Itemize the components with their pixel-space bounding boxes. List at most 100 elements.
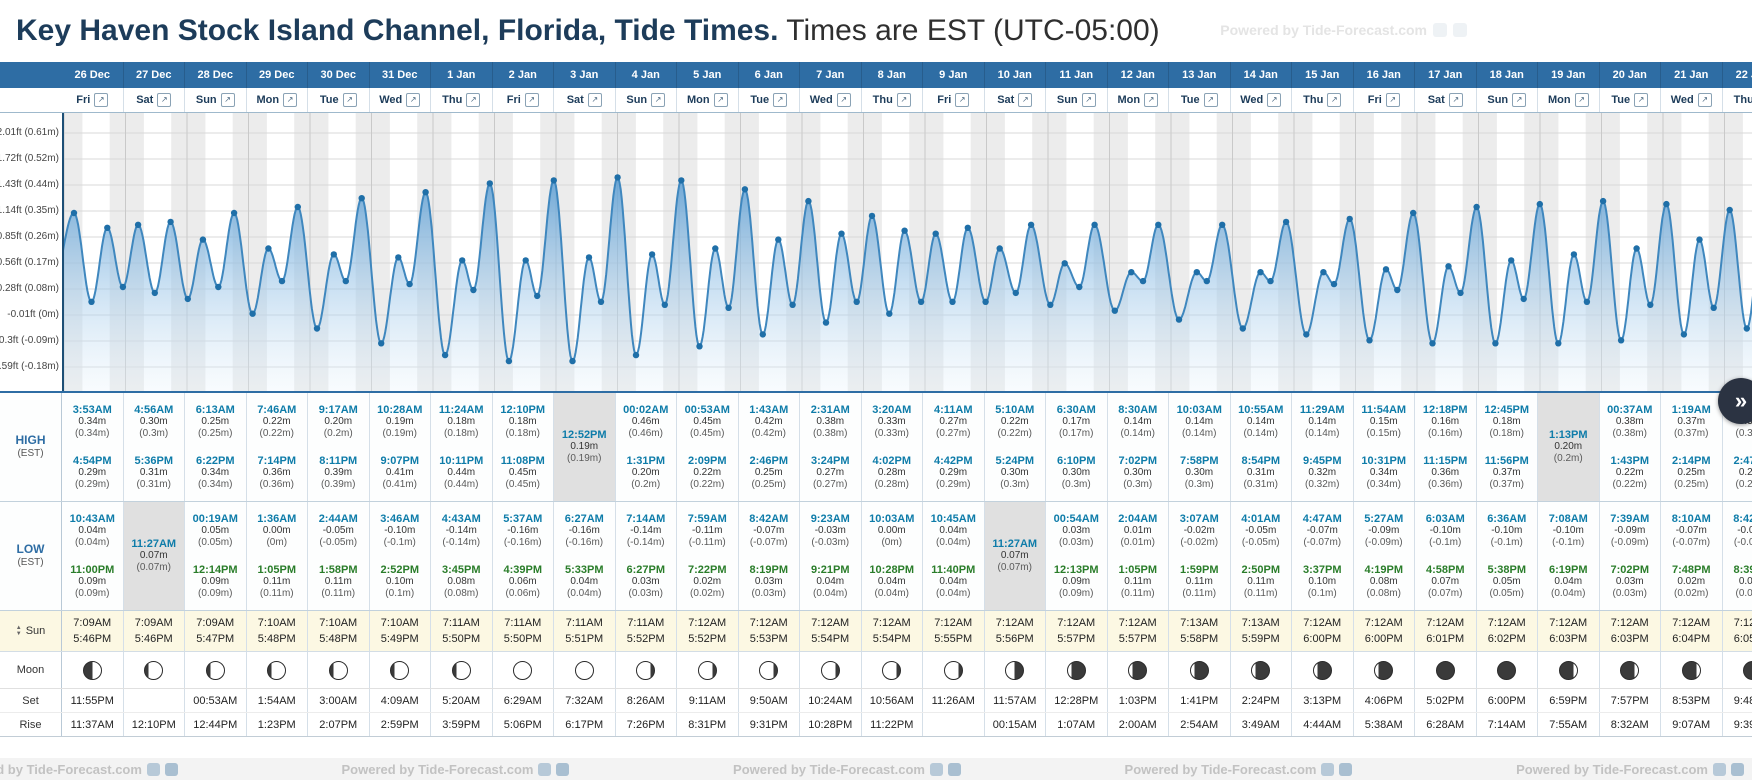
external-link-icon[interactable]: ↗ (773, 93, 788, 107)
date-header-20-jan[interactable]: 20 Jan (1600, 62, 1661, 88)
date-header-21-jan[interactable]: 21 Jan (1661, 62, 1723, 88)
external-link-icon[interactable]: ↗ (1203, 93, 1218, 107)
date-header-22-jan[interactable]: 22 Jan (1723, 62, 1752, 88)
external-link-icon[interactable]: ↗ (651, 93, 666, 107)
external-link-icon[interactable]: ↗ (1574, 93, 1589, 107)
external-link-icon[interactable]: ↗ (406, 93, 421, 107)
external-link-icon[interactable]: ↗ (1018, 93, 1033, 107)
day-link-20-jan[interactable]: Tue ↗ (1600, 88, 1661, 112)
external-link-icon[interactable]: ↗ (94, 93, 109, 107)
social-icon[interactable] (1731, 762, 1744, 776)
day-link-4-jan[interactable]: Sun ↗ (616, 88, 677, 112)
day-link-12-jan[interactable]: Mon ↗ (1108, 88, 1169, 112)
external-link-icon[interactable]: ↗ (466, 93, 481, 107)
date-header-9-jan[interactable]: 9 Jan (923, 62, 985, 88)
date-header-10-jan[interactable]: 10 Jan (985, 62, 1046, 88)
social-icon[interactable] (556, 762, 570, 776)
date-header-15-jan[interactable]: 15 Jan (1292, 62, 1354, 88)
date-header-30-dec[interactable]: 30 Dec (308, 62, 370, 88)
date-header-4-jan[interactable]: 4 Jan (616, 62, 677, 88)
date-header-27-dec[interactable]: 27 Dec (124, 62, 185, 88)
social-icon[interactable] (146, 762, 160, 776)
date-header-8-jan[interactable]: 8 Jan (862, 62, 923, 88)
external-link-icon[interactable]: ↗ (1448, 93, 1463, 107)
date-header-14-jan[interactable]: 14 Jan (1231, 62, 1292, 88)
day-link-14-jan[interactable]: Wed ↗ (1231, 88, 1292, 112)
external-link-icon[interactable]: ↗ (342, 93, 357, 107)
external-link-icon[interactable]: ↗ (1267, 93, 1282, 107)
date-header-19-jan[interactable]: 19 Jan (1538, 62, 1600, 88)
social-icon[interactable] (947, 762, 961, 776)
day-link-21-jan[interactable]: Wed ↗ (1661, 88, 1723, 112)
day-link-30-dec[interactable]: Tue ↗ (308, 88, 370, 112)
date-header-6-jan[interactable]: 6 Jan (739, 62, 800, 88)
external-link-icon[interactable]: ↗ (896, 93, 911, 107)
day-link-8-jan[interactable]: Thu ↗ (862, 88, 923, 112)
date-header-26-dec[interactable]: 26 Dec (62, 62, 124, 88)
social-icon[interactable] (164, 762, 178, 776)
day-link-29-dec[interactable]: Mon ↗ (247, 88, 308, 112)
external-link-icon[interactable]: ↗ (713, 93, 728, 107)
day-link-2-jan[interactable]: Fri ↗ (493, 88, 554, 112)
day-link-17-jan[interactable]: Sat ↗ (1415, 88, 1477, 112)
date-header-5-jan[interactable]: 5 Jan (677, 62, 739, 88)
day-link-27-dec[interactable]: Sat ↗ (124, 88, 185, 112)
day-link-18-jan[interactable]: Sun ↗ (1477, 88, 1538, 112)
external-link-icon[interactable]: ↗ (587, 93, 602, 107)
external-link-icon[interactable]: ↗ (1081, 93, 1096, 107)
day-link-15-jan[interactable]: Thu ↗ (1292, 88, 1354, 112)
day-link-19-jan[interactable]: Mon ↗ (1538, 88, 1600, 112)
day-link-11-jan[interactable]: Sun ↗ (1046, 88, 1108, 112)
date-header-31-dec[interactable]: 31 Dec (370, 62, 431, 88)
day-link-28-dec[interactable]: Sun ↗ (185, 88, 247, 112)
footer-watermark[interactable]: Powered by Tide-Forecast.com (342, 762, 570, 777)
day-link-10-jan[interactable]: Sat ↗ (985, 88, 1046, 112)
external-link-icon[interactable]: ↗ (1385, 93, 1400, 107)
date-header-3-jan[interactable]: 3 Jan (554, 62, 616, 88)
day-link-1-jan[interactable]: Thu ↗ (431, 88, 493, 112)
external-link-icon[interactable]: ↗ (836, 93, 851, 107)
external-link-icon[interactable]: ↗ (1697, 93, 1712, 107)
external-link-icon[interactable]: ↗ (1144, 93, 1159, 107)
date-header-29-dec[interactable]: 29 Dec (247, 62, 308, 88)
external-link-icon[interactable]: ↗ (524, 93, 539, 107)
day-link-22-jan[interactable]: Thu↗ (1723, 88, 1752, 112)
date-header-18-jan[interactable]: 18 Jan (1477, 62, 1538, 88)
external-link-icon[interactable]: ↗ (220, 93, 235, 107)
day-link-7-jan[interactable]: Wed ↗ (800, 88, 862, 112)
external-link-icon[interactable]: ↗ (157, 93, 172, 107)
footer-watermark[interactable]: Powered by Tide-Forecast.com (0, 762, 178, 777)
date-header-28-dec[interactable]: 28 Dec (185, 62, 247, 88)
date-header-2-jan[interactable]: 2 Jan (493, 62, 554, 88)
social-icon[interactable] (1713, 762, 1726, 776)
day-link-31-dec[interactable]: Wed ↗ (370, 88, 431, 112)
social-icon[interactable] (1321, 762, 1335, 776)
footer-watermark[interactable]: Powered by Tide-Forecast.com (733, 762, 961, 777)
date-header-7-jan[interactable]: 7 Jan (800, 62, 862, 88)
high-tide-time: 6:30AM (1056, 403, 1096, 416)
footer-watermark[interactable]: Powered by Tide-Forecast.com (1516, 762, 1744, 777)
footer-watermark[interactable]: Powered by Tide-Forecast.com (1125, 762, 1353, 777)
social-icon[interactable] (929, 762, 943, 776)
external-link-icon[interactable]: ↗ (955, 93, 970, 107)
external-link-icon[interactable]: ↗ (283, 93, 298, 107)
day-link-5-jan[interactable]: Mon ↗ (677, 88, 739, 112)
scroll-next-button[interactable]: » (1718, 378, 1752, 424)
day-link-9-jan[interactable]: Fri ↗ (923, 88, 985, 112)
date-header-11-jan[interactable]: 11 Jan (1046, 62, 1108, 88)
day-link-26-dec[interactable]: Fri ↗ (62, 88, 124, 112)
day-link-3-jan[interactable]: Sat ↗ (554, 88, 616, 112)
date-header-13-jan[interactable]: 13 Jan (1169, 62, 1231, 88)
date-header-16-jan[interactable]: 16 Jan (1354, 62, 1415, 88)
external-link-icon[interactable]: ↗ (1634, 93, 1649, 107)
date-header-12-jan[interactable]: 12 Jan (1108, 62, 1169, 88)
external-link-icon[interactable]: ↗ (1327, 93, 1342, 107)
social-icon[interactable] (538, 762, 552, 776)
social-icon[interactable] (1339, 762, 1353, 776)
day-link-13-jan[interactable]: Tue ↗ (1169, 88, 1231, 112)
date-header-1-jan[interactable]: 1 Jan (431, 62, 493, 88)
day-link-16-jan[interactable]: Fri ↗ (1354, 88, 1415, 112)
day-link-6-jan[interactable]: Tue ↗ (739, 88, 800, 112)
external-link-icon[interactable]: ↗ (1512, 93, 1527, 107)
date-header-17-jan[interactable]: 17 Jan (1415, 62, 1477, 88)
